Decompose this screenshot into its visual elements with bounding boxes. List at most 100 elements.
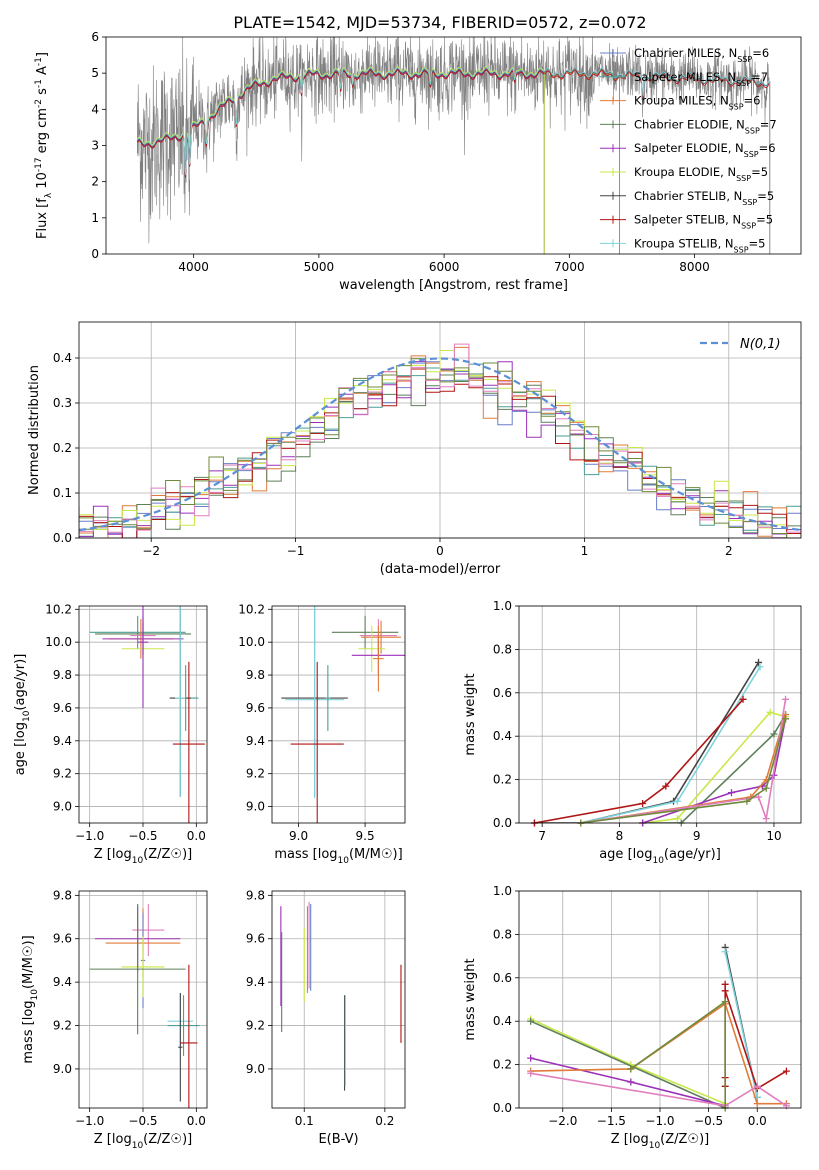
label-part: λ xyxy=(44,192,54,198)
label-part: log xyxy=(318,847,338,862)
x-axis-label: Z [log10(Z/Z☉)] xyxy=(94,847,192,866)
y-tick-label: 10.0 xyxy=(238,635,265,649)
legend-text: Kroupa STELIB, N xyxy=(634,236,734,250)
model-spectrum-9 xyxy=(136,67,770,176)
y-tick-label: 9.6 xyxy=(246,932,265,946)
y-tick-label: 0.0 xyxy=(493,816,512,830)
label-part: 10 xyxy=(22,710,32,722)
y-tick-label: 9.0 xyxy=(53,800,72,814)
x-axis-label: Z [log10(Z/Z☉)] xyxy=(611,1132,709,1151)
label-part: erg cm xyxy=(35,108,50,157)
y-tick-label: 0.2 xyxy=(493,1058,512,1072)
y-tick-label: 10.2 xyxy=(45,602,72,616)
y-tick-label: 9.0 xyxy=(246,1062,265,1076)
x-tick-label: 10 xyxy=(766,829,781,843)
x-tick-label: −1 xyxy=(287,544,305,558)
axes-frame xyxy=(105,36,802,255)
label-part: mass [ xyxy=(21,1020,36,1063)
y-tick-label: 9.2 xyxy=(246,767,265,781)
axes-frame xyxy=(78,321,802,539)
legend-text: Salpeter STELIB, N xyxy=(634,213,741,227)
weight-marker xyxy=(527,1054,535,1062)
legend-text: Kroupa ELODIE, N xyxy=(634,165,736,179)
panel-mass_vs_ebv: 0.1 0.2 9.0 9.2 9.4 9.6 9.8 E(B-V) xyxy=(246,888,406,1147)
label-part: A xyxy=(35,66,50,79)
y-tick-label: 9.2 xyxy=(53,767,72,781)
weight-marker xyxy=(762,815,770,823)
y-tick-label: 0.3 xyxy=(53,396,72,410)
label-part: 10 xyxy=(132,856,144,866)
x-tick-label: 0 xyxy=(436,544,444,558)
label-part: -1 xyxy=(34,57,44,66)
x-tick-label: 5000 xyxy=(304,260,335,274)
weight-marker xyxy=(782,715,790,723)
y-tick-label: 10.2 xyxy=(238,602,265,616)
panel-age_vs_mass: 9.0 9.5 9.0 9.2 9.4 9.6 9.8 10.0 10.2 mass [log10… xyxy=(238,602,406,866)
x-axis-label: E(B-V) xyxy=(318,1132,358,1147)
legend-label: Salpeter ELODIE, NSSP=6 xyxy=(634,141,776,159)
x-tick-label: 0.1 xyxy=(295,1114,314,1128)
y-tick-label: 9.8 xyxy=(53,668,72,682)
legend-text: Salpeter MILES, N xyxy=(634,70,736,84)
legend-sub: SSP xyxy=(737,55,752,64)
legend-text: Salpeter ELODIE, N xyxy=(634,141,744,155)
y-tick-label: 9.8 xyxy=(53,888,72,902)
axes-frame xyxy=(271,605,406,824)
x-tick-label: 7000 xyxy=(554,260,585,274)
label-part: (data-model)/error xyxy=(380,562,501,577)
label-part: 10 xyxy=(338,856,350,866)
x-tick-label: 9.5 xyxy=(356,829,375,843)
panel-mass_vs_Z: −1.0 −0.5 0.09.09.29.49.69.8Z [log10(Z/Z☉)… xyxy=(21,888,208,1151)
label-part: s xyxy=(35,88,50,99)
y-axis-label: mass weight xyxy=(463,958,478,1040)
weight-marker xyxy=(756,663,764,671)
weight-marker xyxy=(753,1082,761,1090)
label-part: age [ xyxy=(599,847,632,862)
label-part: (Z/Z☉)] xyxy=(660,1132,709,1147)
label-part: log xyxy=(13,722,28,742)
label-part: 10 xyxy=(649,1141,661,1151)
label-part: age [ xyxy=(13,742,28,775)
label-part: log xyxy=(112,1132,132,1147)
weight-marker xyxy=(527,1017,535,1025)
weight-marker xyxy=(753,1100,761,1108)
observed-spectrum xyxy=(137,37,770,244)
label-part: log xyxy=(21,1000,36,1020)
label-part: mass weight xyxy=(463,673,478,755)
legend-sub: SSP xyxy=(736,78,751,87)
y-tick-label: 6 xyxy=(91,30,99,44)
x-axis-label: (data-model)/error xyxy=(380,562,501,577)
y-tick-label: 9.0 xyxy=(246,800,265,814)
plot-area xyxy=(272,606,405,823)
x-tick-label: 9.0 xyxy=(289,829,308,843)
legend-label: Chabrier ELODIE, NSSP=7 xyxy=(634,117,777,135)
y-axis-label: Flux [fλ 10-17 erg cm-2 s-1 A-1] xyxy=(34,52,54,239)
y-tick-label: 0.1 xyxy=(53,486,72,500)
legend-text: Chabrier ELODIE, N xyxy=(634,117,745,131)
weight-marker xyxy=(782,1067,790,1075)
legend-value: =6 xyxy=(752,46,769,60)
y-axis-label: mass [log10(M/M☉)] xyxy=(21,935,40,1063)
legend-text: Chabrier MILES, N xyxy=(634,46,737,60)
y-tick-label: 9.8 xyxy=(246,668,265,682)
label-part: ] xyxy=(35,52,50,57)
weight-marker xyxy=(755,658,763,666)
x-axis-label: mass [log10(M/M☉)] xyxy=(274,847,402,866)
legend-value: =5 xyxy=(749,236,766,250)
x-tick-label: −2.0 xyxy=(548,1114,577,1128)
x-tick-label: 1 xyxy=(581,544,589,558)
x-tick-label: −0.5 xyxy=(128,829,157,843)
x-tick-label: 0.2 xyxy=(375,1114,394,1128)
legend-sub: SSP xyxy=(744,150,759,159)
y-tick-label: 1.0 xyxy=(493,884,512,898)
panel-mass_weight_vs_Z: −2.0 −1.5 −1.0 −0.5 0.0 0.0 0.2 0.4 0.6 0.8 1.0 Z [… xyxy=(463,884,802,1151)
y-tick-label: 3 xyxy=(91,139,99,153)
legend-label: Chabrier STELIB, NSSP=5 xyxy=(634,189,774,207)
x-tick-label: 6000 xyxy=(429,260,460,274)
weight-line-8 xyxy=(580,699,787,823)
y-tick-label: 1.0 xyxy=(493,599,512,613)
y-tick-label: 0.6 xyxy=(493,971,512,985)
y-tick-label: 0 xyxy=(91,247,99,261)
label-part: Z [ xyxy=(94,1132,112,1147)
